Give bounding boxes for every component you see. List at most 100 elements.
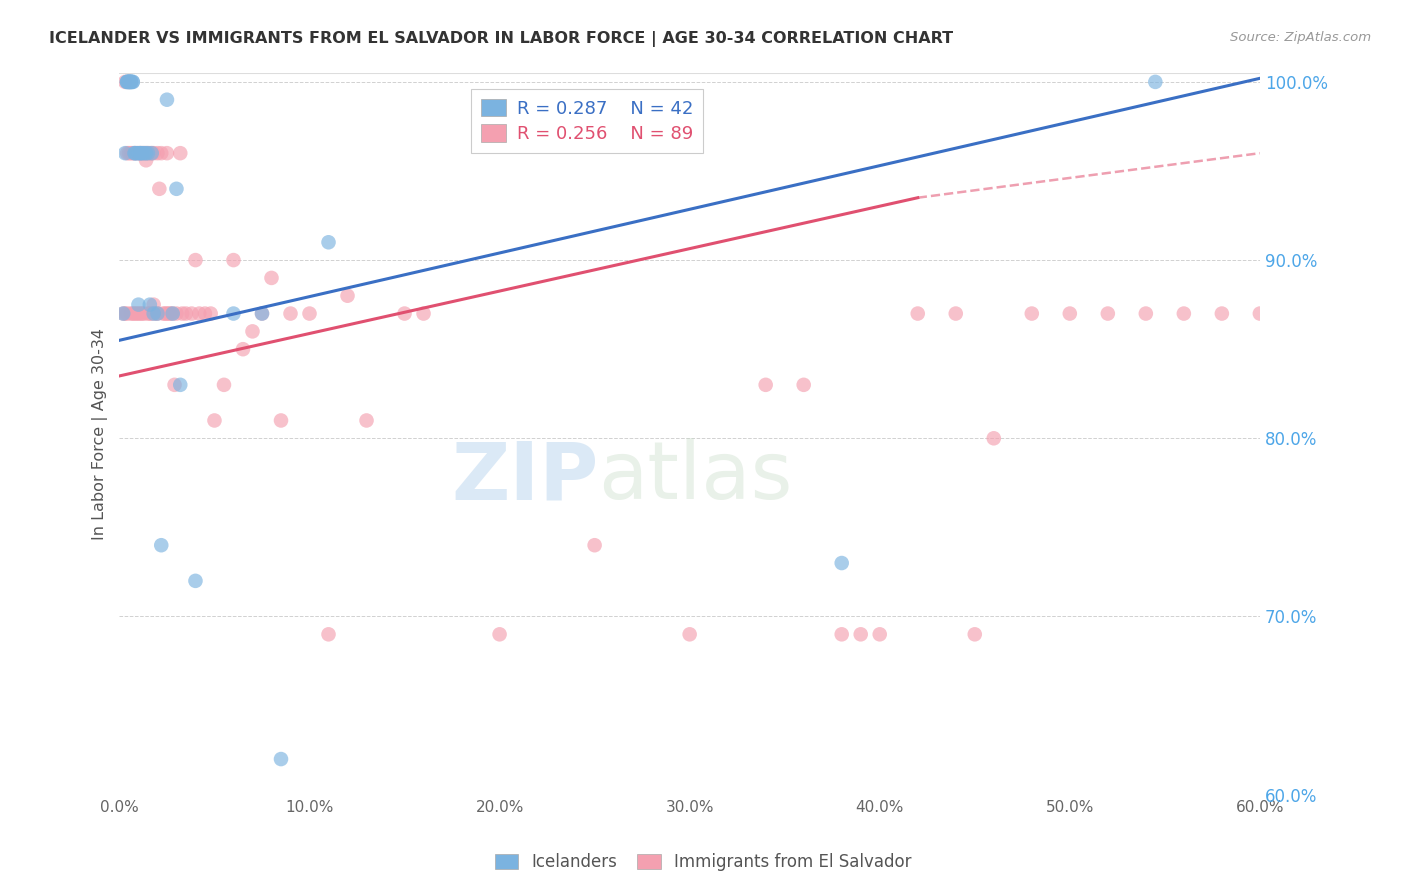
Y-axis label: In Labor Force | Age 30-34: In Labor Force | Age 30-34 [93,328,108,540]
Point [129,146,152,161]
Point [212,377,235,392]
Point [166,307,188,321]
Point [120,146,142,161]
Point [298,307,321,321]
Point [125,307,148,321]
Point [127,307,149,321]
Text: atlas: atlas [599,438,793,516]
Point [135,153,157,168]
Point [118,75,141,89]
Point [112,307,135,321]
Point [356,413,378,427]
Point [134,146,156,161]
Point [121,146,143,161]
Point [118,75,141,89]
Point [232,342,254,356]
Point [115,75,138,89]
Point [115,146,138,161]
Point [159,307,181,321]
Point [394,307,416,321]
Point [139,146,162,161]
Point [118,146,141,161]
Point [124,146,146,161]
Point [162,307,184,321]
Point [114,307,136,321]
Point [114,75,136,89]
Point [222,253,245,268]
Point [127,146,149,161]
Point [139,307,162,321]
Point [270,413,292,427]
Point [115,307,138,321]
Point [142,298,165,312]
Point [124,307,146,321]
Point [124,146,146,161]
Point [142,146,165,161]
Point [1059,307,1081,321]
Point [755,377,778,392]
Point [152,307,174,321]
Point [184,253,207,268]
Point [336,289,359,303]
Legend: Icelanders, Immigrants from El Salvador: Icelanders, Immigrants from El Salvador [486,845,920,880]
Point [156,93,179,107]
Point [250,307,273,321]
Point [127,146,149,161]
Text: Source: ZipAtlas.com: Source: ZipAtlas.com [1230,31,1371,45]
Point [260,271,283,285]
Point [1135,307,1157,321]
Point [583,538,606,552]
Point [125,146,148,161]
Point [139,298,162,312]
Point [120,75,142,89]
Point [194,307,217,321]
Point [188,307,211,321]
Point [129,307,152,321]
Point [120,75,142,89]
Point [831,627,853,641]
Point [222,307,245,321]
Point [121,75,143,89]
Point [907,307,929,321]
Text: ICELANDER VS IMMIGRANTS FROM EL SALVADOR IN LABOR FORCE | AGE 30-34 CORRELATION : ICELANDER VS IMMIGRANTS FROM EL SALVADOR… [49,31,953,47]
Point [1211,307,1233,321]
Point [166,182,188,196]
Point [679,627,702,641]
Point [129,146,152,161]
Point [169,377,191,392]
Point [141,146,163,161]
Point [157,307,180,321]
Point [1021,307,1043,321]
Point [142,307,165,321]
Point [135,146,157,161]
Point [200,307,222,321]
Legend: R = 0.287    N = 42, R = 0.256    N = 89: R = 0.287 N = 42, R = 0.256 N = 89 [471,89,703,153]
Point [136,146,159,161]
Point [204,413,226,427]
Point [145,307,167,321]
Point [146,307,169,321]
Point [114,146,136,161]
Point [134,146,156,161]
Point [118,75,141,89]
Point [270,752,292,766]
Point [488,627,510,641]
Point [172,307,194,321]
Point [1097,307,1119,321]
Point [156,146,179,161]
Point [115,75,138,89]
Point [135,146,157,161]
Point [831,556,853,570]
Point [129,146,152,161]
Point [118,75,141,89]
Point [945,307,967,321]
Point [146,307,169,321]
Point [134,307,156,321]
Point [121,307,143,321]
Point [121,75,143,89]
Point [125,146,148,161]
Point [318,235,340,250]
Point [136,307,159,321]
Point [131,307,153,321]
Point [115,75,138,89]
